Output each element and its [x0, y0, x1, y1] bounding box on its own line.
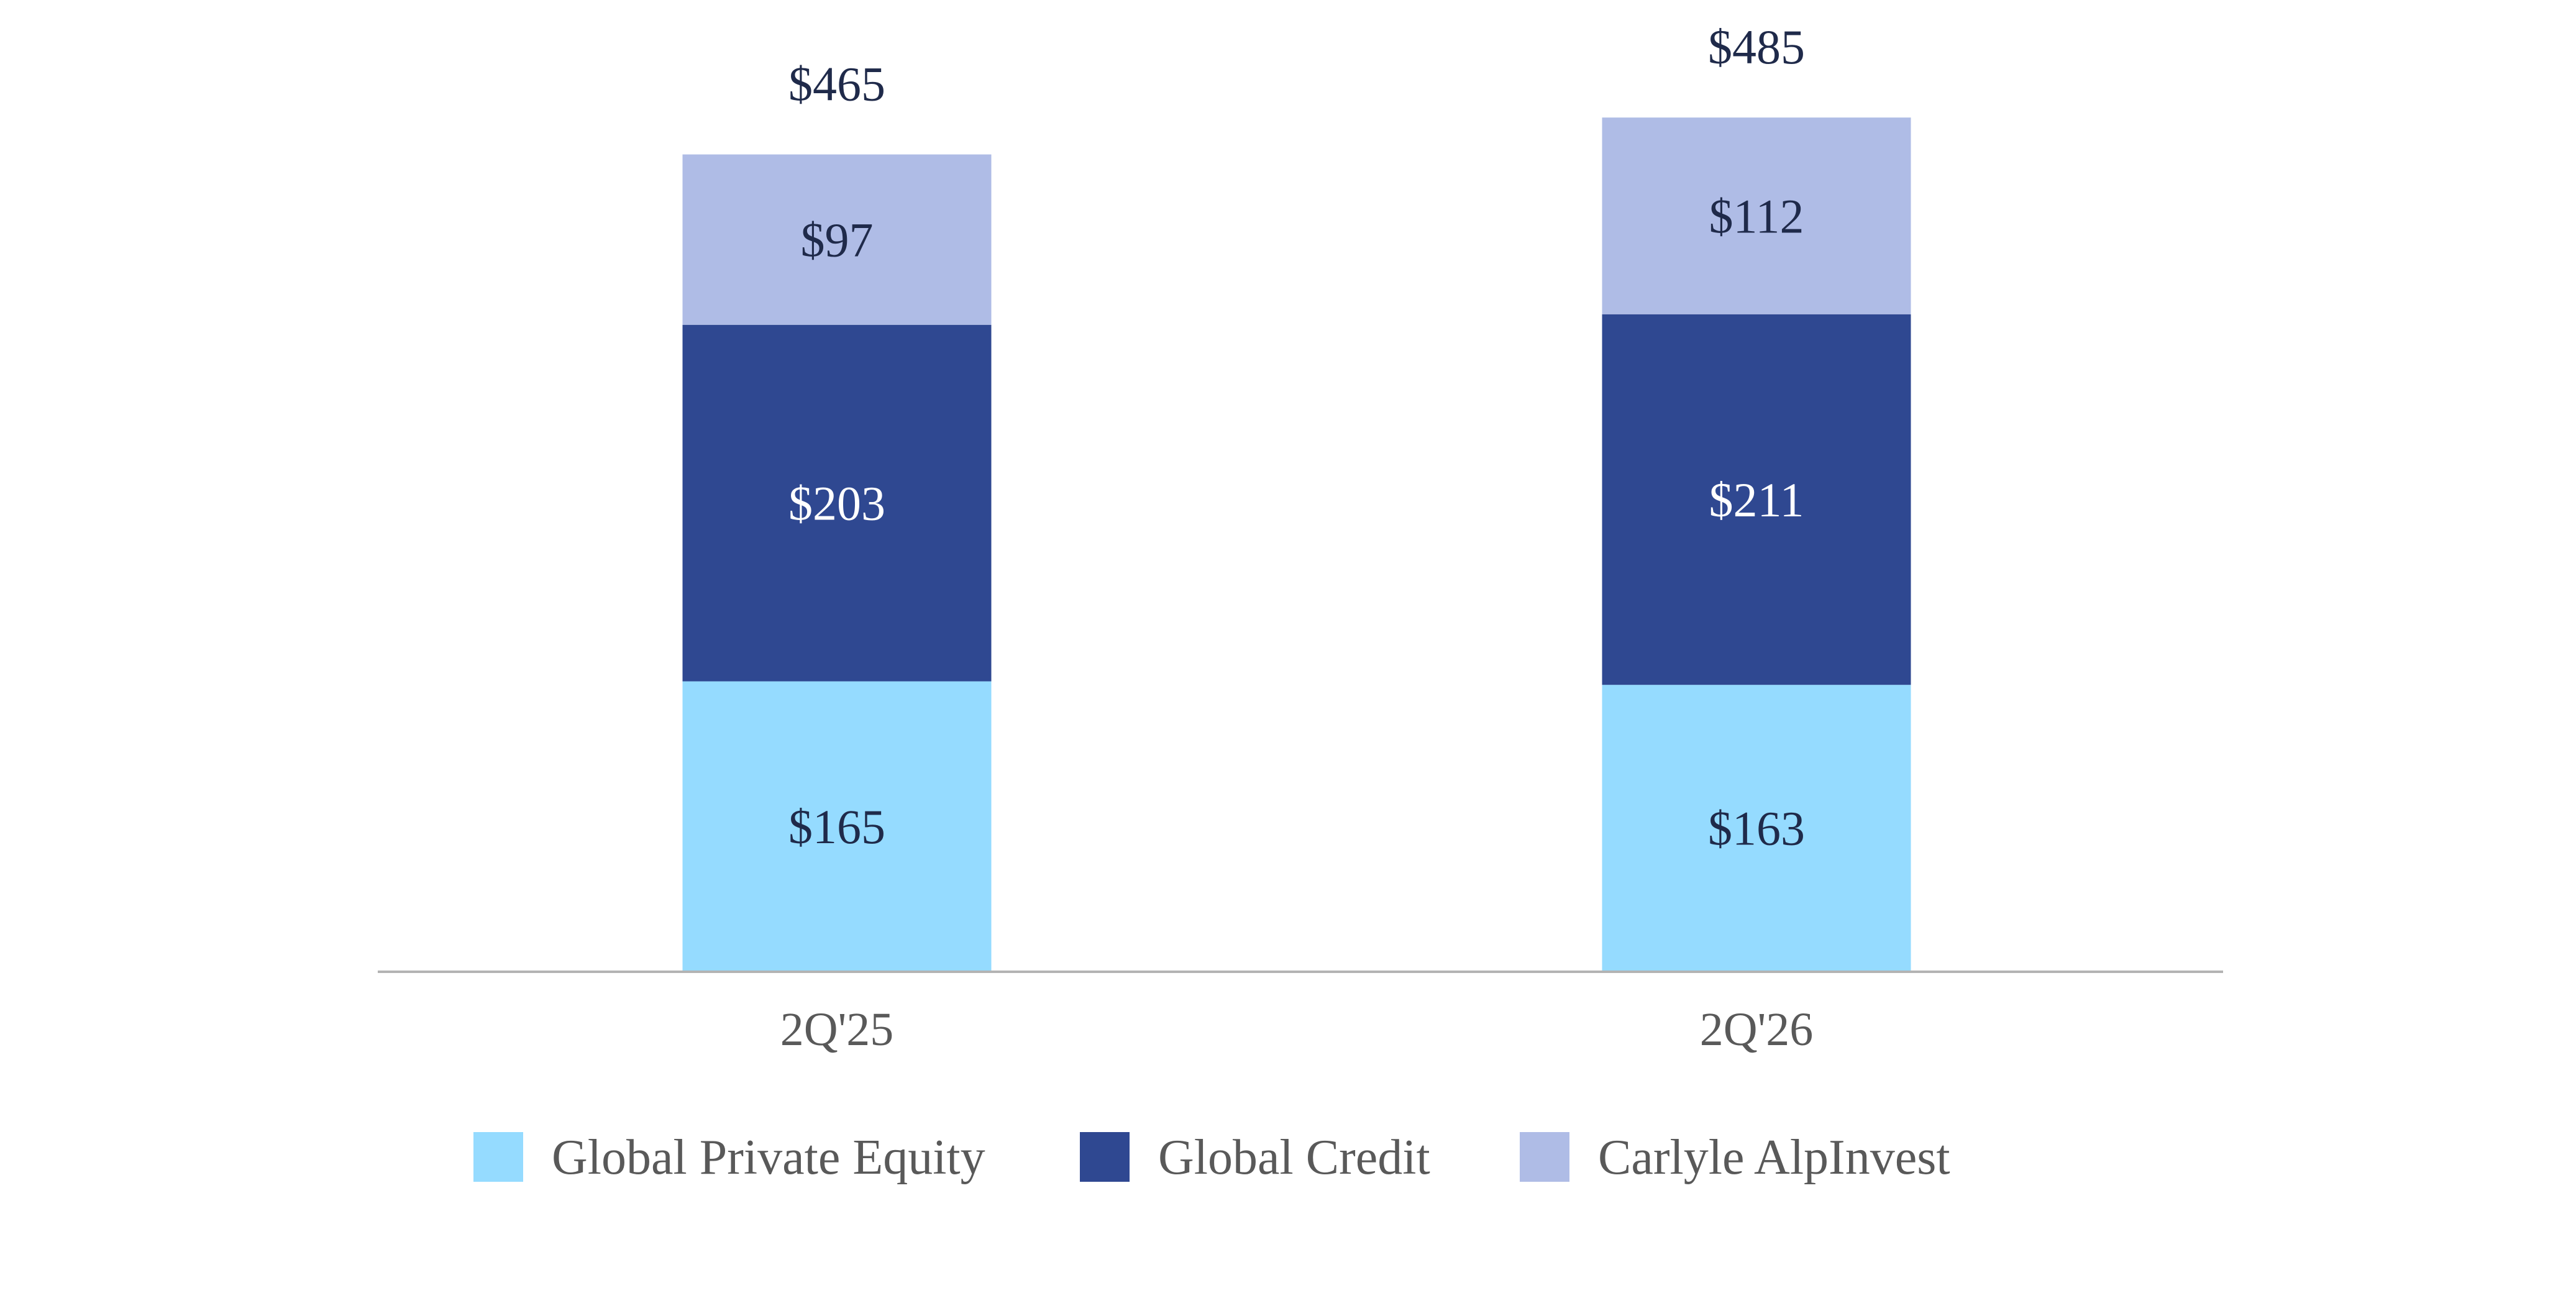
- bar-segment: [682, 154, 992, 325]
- data-label: $203: [788, 477, 885, 531]
- legend-swatch: [473, 1132, 523, 1182]
- bar-segment: [682, 681, 992, 971]
- bar-segment: [1602, 685, 1911, 971]
- legend-swatch: [1520, 1132, 1569, 1182]
- bar-segment: [1602, 117, 1911, 314]
- x-tick-label: 2Q'26: [1700, 1003, 1814, 1056]
- legend-label: Global Private Equity: [552, 1130, 985, 1185]
- data-label: $211: [1709, 473, 1804, 527]
- data-label: $112: [1709, 189, 1804, 243]
- bar-segment: [682, 324, 992, 682]
- data-label: $163: [1708, 802, 1805, 856]
- data-label: $97: [801, 213, 874, 267]
- x-tick-label: 2Q'25: [780, 1003, 894, 1056]
- total-label: $465: [788, 57, 885, 111]
- bar-segment: [1602, 314, 1911, 685]
- total-label: $485: [1708, 20, 1805, 74]
- data-label: $165: [788, 800, 885, 854]
- legend-label: Global Credit: [1158, 1130, 1430, 1185]
- legend-swatch: [1080, 1132, 1130, 1182]
- legend-label: Carlyle AlpInvest: [1598, 1130, 1950, 1185]
